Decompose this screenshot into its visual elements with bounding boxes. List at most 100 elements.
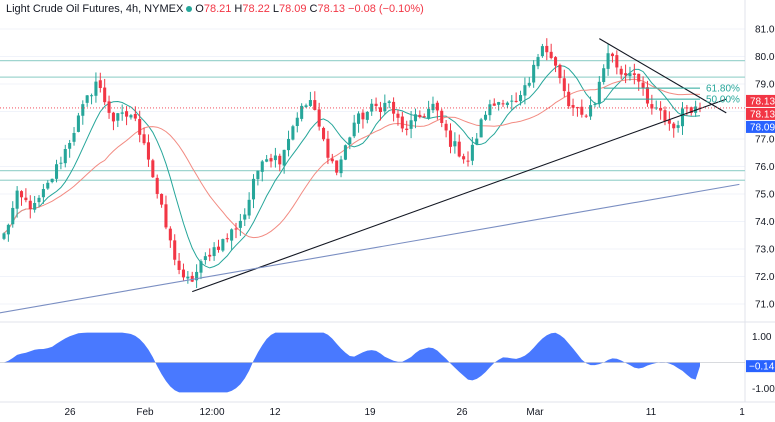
price-tick-label: 74.00 — [755, 217, 775, 228]
candle-body — [457, 141, 461, 157]
candle-body — [120, 112, 124, 114]
long-support-trendline[interactable] — [0, 183, 740, 314]
chart-legend: Light Crude Oil Futures, 4h, NYMEX O78.21… — [6, 3, 427, 15]
candle-body — [422, 116, 426, 118]
fib-level-label: 61.80% — [706, 84, 740, 95]
candle-body — [624, 73, 628, 76]
candle-body — [405, 128, 409, 131]
high-value: 78.22 — [242, 3, 270, 15]
candle-body — [374, 103, 378, 107]
candle-body — [606, 53, 610, 69]
candle-body — [470, 144, 474, 161]
candle-body — [514, 100, 518, 102]
candle-body — [186, 276, 190, 279]
candle-body — [444, 123, 448, 131]
candle-body — [2, 233, 6, 239]
candle-body — [431, 103, 435, 111]
candle-body — [510, 100, 514, 102]
candle-body — [19, 191, 24, 198]
time-tick-label: 19 — [364, 407, 376, 418]
candle-body — [567, 91, 571, 107]
candle-body — [619, 68, 623, 75]
candle-body — [107, 101, 111, 113]
candle-body — [216, 246, 221, 250]
candle-body — [24, 197, 28, 201]
candle-body — [418, 114, 422, 118]
candle-body — [667, 119, 671, 124]
candle-body — [584, 115, 588, 117]
candle-body — [440, 110, 444, 123]
candle-body — [85, 95, 89, 103]
time-tick-label: Mar — [526, 407, 544, 418]
candle-body — [536, 57, 540, 67]
candle-body — [181, 269, 186, 278]
candle-body — [212, 247, 216, 257]
candle-body — [466, 160, 470, 162]
candle-body — [15, 190, 19, 209]
candle-body — [260, 161, 264, 172]
candle-body — [125, 111, 129, 117]
candle-body — [308, 100, 312, 106]
time-tick-label: 12 — [269, 407, 281, 418]
price-tick-label: 73.00 — [755, 245, 775, 256]
oscillator-tick-label: 1.00 — [752, 332, 772, 343]
candle-body — [142, 134, 146, 144]
time-tick-label: 11 — [646, 407, 657, 418]
candle-body — [164, 204, 168, 228]
candle-body — [291, 126, 295, 140]
trendline[interactable] — [599, 38, 727, 114]
price-tick-label: 81.00 — [755, 25, 775, 36]
low-value: 78.09 — [279, 3, 307, 15]
candle-body — [497, 102, 501, 105]
price-tick-label: 79.00 — [755, 80, 775, 91]
candle-body — [689, 107, 693, 114]
ma-slow-line — [3, 78, 701, 239]
candle-body — [81, 104, 85, 116]
price-axis[interactable]: 81.0080.0079.0078.0077.0076.0075.0074.00… — [752, 25, 775, 396]
candle-body — [554, 57, 558, 66]
time-axis[interactable]: 26 Feb 12:00 12 19 26 Mar 11 1 — [64, 407, 745, 418]
candle-body — [37, 197, 41, 203]
candle-body — [387, 101, 391, 103]
candle-body — [199, 261, 203, 273]
candle-body — [532, 64, 536, 83]
candle-body — [295, 117, 299, 127]
candle-body — [221, 239, 225, 251]
candle-body — [59, 162, 63, 164]
candle-body — [593, 104, 597, 106]
candle-body — [413, 114, 418, 122]
time-tick-label: 12:00 — [199, 407, 224, 418]
candle-body — [562, 78, 566, 92]
candle-body — [326, 138, 330, 158]
candle-body — [50, 178, 54, 183]
candle-body — [492, 103, 496, 106]
candle-body — [602, 68, 606, 82]
candle-body — [335, 160, 339, 173]
candle-body — [361, 112, 365, 120]
price-tick-label: 75.00 — [755, 190, 775, 201]
candle-body — [650, 104, 654, 109]
candle-body — [90, 95, 94, 97]
candle-body — [523, 85, 527, 96]
candle-body — [46, 182, 50, 189]
moving-averages — [3, 65, 701, 269]
price-tick-label: 76.00 — [755, 162, 775, 173]
change-value: −0.08 (−0.10%) — [348, 3, 424, 15]
candle-body — [304, 105, 308, 108]
candle-body — [396, 113, 400, 118]
candle-body — [41, 189, 45, 198]
trendline[interactable] — [192, 98, 727, 293]
candle-body — [370, 103, 374, 112]
price-tag-label: 78.09 — [750, 122, 775, 133]
candle-body — [518, 95, 523, 102]
candle-body — [300, 105, 304, 119]
candle-body — [269, 158, 273, 162]
candle-body — [549, 51, 553, 58]
candle-body — [339, 159, 343, 174]
candle-body — [234, 228, 238, 230]
candle-body — [317, 109, 321, 127]
oscillator-tick-label: -1.00 — [752, 384, 775, 395]
candle-body — [63, 149, 67, 164]
candle-body — [365, 111, 369, 120]
